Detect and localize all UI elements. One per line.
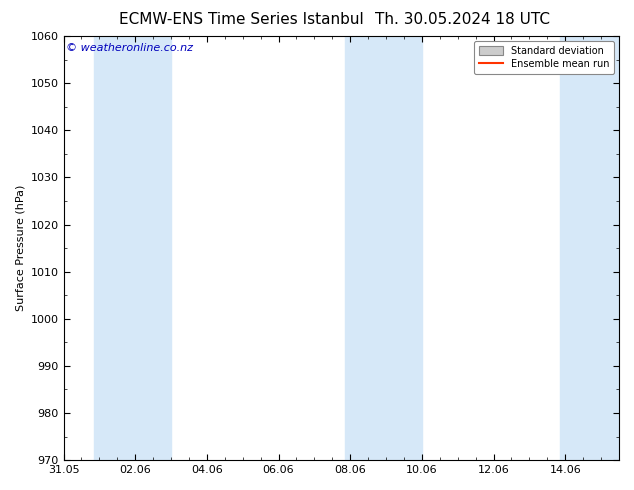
Bar: [94, 36, 171, 460]
Text: ECMW-ENS Time Series Istanbul: ECMW-ENS Time Series Istanbul: [119, 12, 363, 27]
Y-axis label: Surface Pressure (hPa): Surface Pressure (hPa): [15, 185, 25, 311]
Bar: [560, 36, 619, 460]
Text: Th. 30.05.2024 18 UTC: Th. 30.05.2024 18 UTC: [375, 12, 550, 27]
Legend: Standard deviation, Ensemble mean run: Standard deviation, Ensemble mean run: [474, 41, 614, 74]
Text: © weatheronline.co.nz: © weatheronline.co.nz: [67, 43, 193, 52]
Bar: [345, 36, 422, 460]
